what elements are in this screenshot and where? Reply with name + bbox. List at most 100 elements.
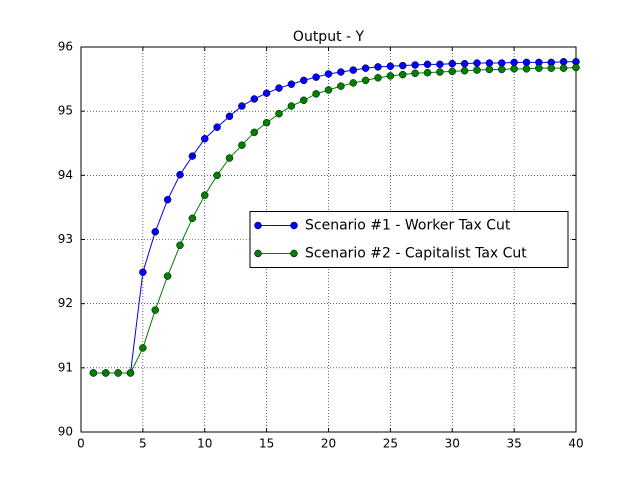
- data-point: [411, 69, 419, 78]
- data-point: [287, 80, 296, 88]
- data-point: [126, 369, 135, 377]
- y-tick-label: 90: [58, 425, 73, 439]
- data-point: [411, 61, 419, 69]
- y-tick-label: 93: [58, 232, 73, 246]
- data-point: [225, 112, 234, 121]
- data-point: [188, 152, 197, 160]
- x-tick-label: 25: [383, 437, 398, 451]
- data-point: [176, 241, 184, 250]
- plot-frame: [80, 46, 577, 433]
- y-tick-label: 94: [58, 168, 73, 182]
- legend-marker: [290, 221, 298, 230]
- data-point: [349, 79, 357, 87]
- data-point: [547, 64, 555, 72]
- data-point: [151, 306, 159, 314]
- data-point: [559, 64, 568, 72]
- data-point: [163, 195, 172, 204]
- data-point: [522, 58, 531, 67]
- data-point: [386, 62, 395, 70]
- legend-marker: [254, 249, 262, 258]
- data-point: [114, 369, 122, 377]
- data-point: [238, 102, 246, 110]
- data-point: [250, 95, 258, 103]
- data-point: [399, 70, 407, 79]
- data-point: [337, 82, 345, 90]
- data-point: [522, 65, 531, 73]
- chart-title: Output - Y: [293, 29, 365, 45]
- data-point: [374, 74, 382, 82]
- data-point: [473, 59, 481, 67]
- x-tick-label: 30: [445, 437, 460, 451]
- data-point: [275, 84, 283, 92]
- data-point: [275, 109, 283, 118]
- x-tick-label: 0: [77, 437, 85, 451]
- data-point: [361, 64, 370, 72]
- data-point: [572, 63, 580, 72]
- data-point: [139, 268, 147, 276]
- data-point: [300, 96, 308, 105]
- legend-marker: [290, 249, 298, 258]
- legend-label: Scenario #1 - Worker Tax Cut: [305, 218, 511, 234]
- data-point: [324, 70, 333, 78]
- legend-box: [249, 211, 569, 268]
- data-point: [337, 68, 345, 76]
- data-point: [423, 60, 432, 69]
- y-tick-label: 91: [58, 360, 73, 374]
- data-point: [498, 65, 506, 74]
- x-tick-label: 15: [259, 437, 274, 451]
- legend-marker: [254, 221, 262, 230]
- data-point: [349, 66, 357, 74]
- data-point: [436, 60, 444, 69]
- data-point: [238, 141, 246, 149]
- data-point: [436, 68, 444, 76]
- data-point: [448, 59, 456, 68]
- data-point: [176, 170, 184, 179]
- data-point: [213, 123, 221, 131]
- data-point: [423, 68, 432, 77]
- data-point: [448, 67, 456, 76]
- data-point: [287, 102, 296, 110]
- x-tick-label: 5: [139, 437, 147, 451]
- data-point: [250, 128, 258, 137]
- y-tick-label: 96: [58, 40, 73, 54]
- data-point: [386, 72, 395, 80]
- data-point: [102, 369, 110, 377]
- data-point: [213, 171, 221, 180]
- data-point: [151, 228, 159, 236]
- data-point: [460, 66, 469, 75]
- data-point: [201, 191, 209, 199]
- series-line: [93, 67, 577, 374]
- data-point: [201, 135, 209, 143]
- data-point: [374, 63, 382, 71]
- x-tick-label: 10: [197, 437, 212, 451]
- x-tick-label: 20: [321, 437, 336, 451]
- data-point: [312, 73, 320, 81]
- data-point: [312, 90, 320, 98]
- data-point: [163, 272, 172, 280]
- x-tick-label: 40: [568, 437, 583, 451]
- data-point: [225, 154, 234, 162]
- data-point: [498, 59, 506, 67]
- data-point: [89, 369, 98, 377]
- data-point: [399, 61, 407, 70]
- data-point: [485, 65, 494, 74]
- data-point: [262, 118, 271, 127]
- data-point: [510, 65, 518, 73]
- legend-label: Scenario #2 - Capitalist Tax Cut: [305, 246, 527, 262]
- y-tick-label: 92: [58, 296, 73, 310]
- data-point: [485, 59, 494, 67]
- data-point: [510, 58, 518, 67]
- data-point: [473, 66, 481, 74]
- data-point: [535, 64, 543, 72]
- data-point: [262, 89, 271, 97]
- data-point: [324, 86, 333, 94]
- x-tick-label: 35: [506, 437, 521, 451]
- data-point: [188, 214, 197, 223]
- data-point: [139, 344, 147, 352]
- data-point: [300, 76, 308, 85]
- data-point: [559, 58, 568, 66]
- series-line: [93, 61, 576, 374]
- data-point: [361, 76, 370, 85]
- data-point: [460, 59, 469, 68]
